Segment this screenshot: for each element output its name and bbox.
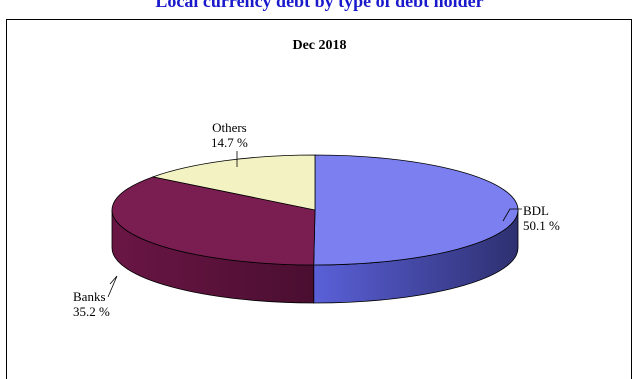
- chart-frame: [6, 19, 632, 379]
- leader-line-bdl: [502, 208, 522, 222]
- chart-title: Dec 2018: [292, 38, 347, 53]
- slice-label-others: Others 14.7 %: [211, 120, 248, 150]
- slice-label-bdl-value: 50.1 %: [523, 218, 560, 233]
- pie-slice-bdl: [313, 154, 519, 266]
- slice-label-others-value: 14.7 %: [211, 135, 248, 150]
- slice-label-banks-value: 35.2 %: [73, 304, 110, 319]
- leader-line-banks: [107, 275, 118, 298]
- slice-label-banks-name: Banks: [73, 289, 106, 304]
- pie-slice-banks: [111, 176, 316, 266]
- slice-label-bdl: BDL 50.1 %: [523, 203, 560, 233]
- slice-label-banks: Banks 35.2 %: [73, 289, 110, 319]
- pie-slice-others: [151, 154, 316, 211]
- slice-label-bdl-name: BDL: [523, 203, 549, 218]
- page-title: Local currency debt by type of debt hold…: [155, 0, 484, 11]
- slice-label-others-name: Others: [212, 120, 247, 135]
